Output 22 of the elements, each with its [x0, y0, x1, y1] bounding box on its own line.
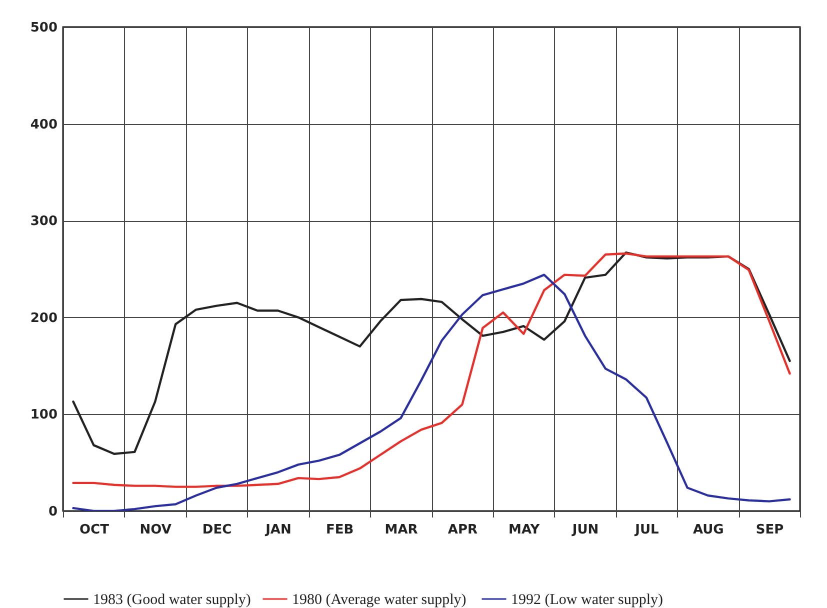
x-tick-label: OCT — [79, 522, 110, 538]
x-tick-label: JAN — [264, 522, 292, 538]
y-tick-label: 500 — [30, 20, 58, 36]
y-tick-label: 0 — [48, 504, 58, 520]
x-tick-label: FEB — [326, 522, 354, 538]
x-tick-label: MAY — [508, 522, 540, 538]
x-tick-label: JUN — [571, 522, 599, 538]
x-tick-label: AUG — [692, 522, 724, 538]
y-tick-label: 400 — [30, 117, 58, 132]
legend-label: 1992 (Low water supply) — [511, 592, 664, 608]
line-series — [72, 274, 791, 511]
x-tick-label: APR — [448, 522, 478, 538]
x-tick-label: SEP — [756, 522, 784, 538]
y-tick-label: 100 — [30, 408, 58, 423]
x-tick-label: NOV — [140, 522, 172, 538]
y-tick-label: 300 — [30, 214, 58, 230]
x-tick-label: JUL — [634, 522, 659, 538]
legend-label: 1980 (Average water supply) — [292, 592, 466, 608]
legend-label: 1983 (Good water supply) — [93, 592, 251, 608]
x-tick-label: MAR — [384, 522, 418, 538]
x-tick-label: DEC — [202, 522, 232, 538]
y-tick-label: 200 — [30, 310, 58, 326]
